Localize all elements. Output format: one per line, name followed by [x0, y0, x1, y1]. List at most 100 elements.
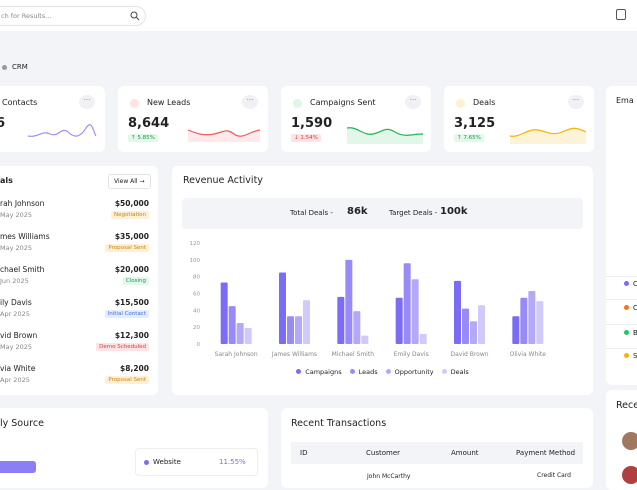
deal-status: Closing — [122, 277, 149, 285]
card-title: Ema — [616, 96, 634, 105]
stat-change: ↓ 1.54% — [291, 134, 321, 142]
source-value: 11.55% — [219, 458, 246, 466]
bar — [411, 279, 419, 344]
legend-item: C — [624, 280, 637, 288]
legend-label: Deals — [450, 368, 469, 376]
card-title: Recent Transactions — [291, 418, 387, 429]
bar — [337, 296, 345, 344]
column-header: Customer — [366, 449, 401, 457]
deal-status: Initial Contact — [104, 310, 149, 318]
bar — [287, 316, 294, 344]
bar — [303, 300, 310, 344]
stat-change: ↑ 5.85% — [128, 134, 158, 142]
x-tick-label: James Williams — [271, 351, 317, 358]
deal-name: mes Williams — [0, 232, 50, 241]
deal-date: Apr 2025 — [0, 310, 30, 318]
legend-swatch — [349, 369, 355, 374]
y-tick-label: 40 — [193, 308, 200, 314]
deal-date: Apr 2025 — [0, 376, 30, 384]
deal-name: vid Brown — [0, 331, 38, 340]
search-box[interactable]: ch for Results... — [0, 6, 146, 26]
stat-icon — [293, 99, 302, 108]
legend-item: Leads — [349, 368, 378, 376]
x-tick-label: Michael Smith — [332, 351, 375, 358]
icon-button[interactable] — [616, 9, 626, 20]
x-tick-label: Sarah Johnson — [215, 351, 258, 358]
bar — [462, 308, 469, 344]
sparkline — [509, 127, 587, 144]
y-tick-label: 20 — [193, 325, 200, 331]
legend-label: Opportunity — [394, 368, 434, 376]
bar — [470, 321, 477, 344]
sparkline — [187, 129, 261, 142]
legend-swatch — [385, 369, 391, 374]
stat-card: Campaigns Sent 1,590 ↓ 1.54% ··· — [281, 86, 431, 152]
legend-label: S — [633, 352, 637, 360]
legend-label: B — [633, 329, 637, 337]
cell: John McCarthy — [367, 473, 411, 480]
stat-icon — [130, 99, 139, 108]
deal-date: May 2025 — [0, 211, 33, 219]
legend: Campaigns Leads Opportunity Deals — [172, 368, 593, 376]
deal-status: Demo Scheduled — [96, 343, 149, 351]
more-button[interactable]: ··· — [79, 95, 95, 109]
stat-label: Deals — [473, 98, 496, 107]
search-placeholder: ch for Results... — [1, 12, 52, 20]
deal-amount: $20,000 — [114, 265, 149, 274]
deal-name: rah Johnson — [0, 199, 45, 208]
transactions-card: Recent Transactions ID Customer Amount P… — [281, 408, 593, 488]
source-item: Website 11.55% — [135, 448, 258, 476]
bar — [244, 328, 252, 344]
email-card: Ema C C B S — [606, 86, 637, 385]
bar — [353, 311, 361, 344]
x-tick-label: David Brown — [450, 351, 488, 358]
legend-item: B — [624, 329, 637, 337]
view-all-button[interactable]: View All → — [108, 174, 151, 189]
y-tick-label: 60 — [193, 292, 200, 298]
legend-label: C — [633, 304, 637, 312]
more-button[interactable]: ··· — [242, 95, 258, 109]
bar — [520, 297, 528, 344]
y-tick-label: 100 — [190, 258, 201, 264]
more-button[interactable]: ··· — [568, 95, 584, 109]
stat-label: Contacts — [2, 98, 38, 107]
x-tick-label: Emily Davis — [394, 351, 429, 358]
avatar — [622, 432, 637, 450]
summary-value: 100k — [440, 206, 468, 217]
y-tick-label: 80 — [193, 275, 200, 281]
recent-card: Rece — [606, 390, 637, 490]
breadcrumb-dot — [2, 65, 7, 70]
stat-label: Campaigns Sent — [310, 98, 376, 107]
sparkline — [346, 127, 424, 144]
bar — [236, 322, 244, 344]
source-card: ly Source Website 11.55% — [0, 408, 268, 488]
summary-value: 86k — [347, 206, 368, 217]
stat-change-value: 7.65% — [463, 135, 481, 141]
legend-label: Leads — [358, 368, 378, 376]
stat-value: 3,125 — [454, 116, 496, 131]
column-header: Payment Method — [516, 449, 576, 457]
y-tick-label: 0 — [197, 342, 201, 348]
bar-chart: 0 20 40 60 80 100 120 Sarah Johnson James Willia… — [190, 241, 547, 358]
bar — [228, 306, 236, 344]
legend-swatch — [296, 369, 302, 374]
stat-value: 8,644 — [128, 116, 170, 131]
bar — [478, 305, 485, 344]
deal-amount: $12,300 — [114, 331, 149, 340]
table-header: ID Customer Amount Payment Method — [291, 442, 583, 464]
deal-status: Proposal Sent — [105, 244, 149, 252]
column-header: ID — [300, 449, 308, 457]
deal-amount: $15,500 — [114, 298, 149, 307]
deal-date: Jun 2025 — [0, 277, 29, 285]
legend-label: C — [633, 280, 637, 288]
bar — [295, 316, 302, 344]
bar — [536, 301, 544, 344]
breadcrumb: CRM — [12, 63, 28, 71]
more-button[interactable]: ··· — [405, 95, 421, 109]
revenue-card: Revenue Activity Total Deals - 86k Targe… — [172, 166, 593, 395]
summary-bar: Total Deals - 86k Target Deals - 100k — [182, 198, 583, 229]
deal-amount: $8,200 — [120, 364, 149, 373]
bar — [403, 263, 411, 344]
deal-name: via White — [0, 364, 36, 373]
